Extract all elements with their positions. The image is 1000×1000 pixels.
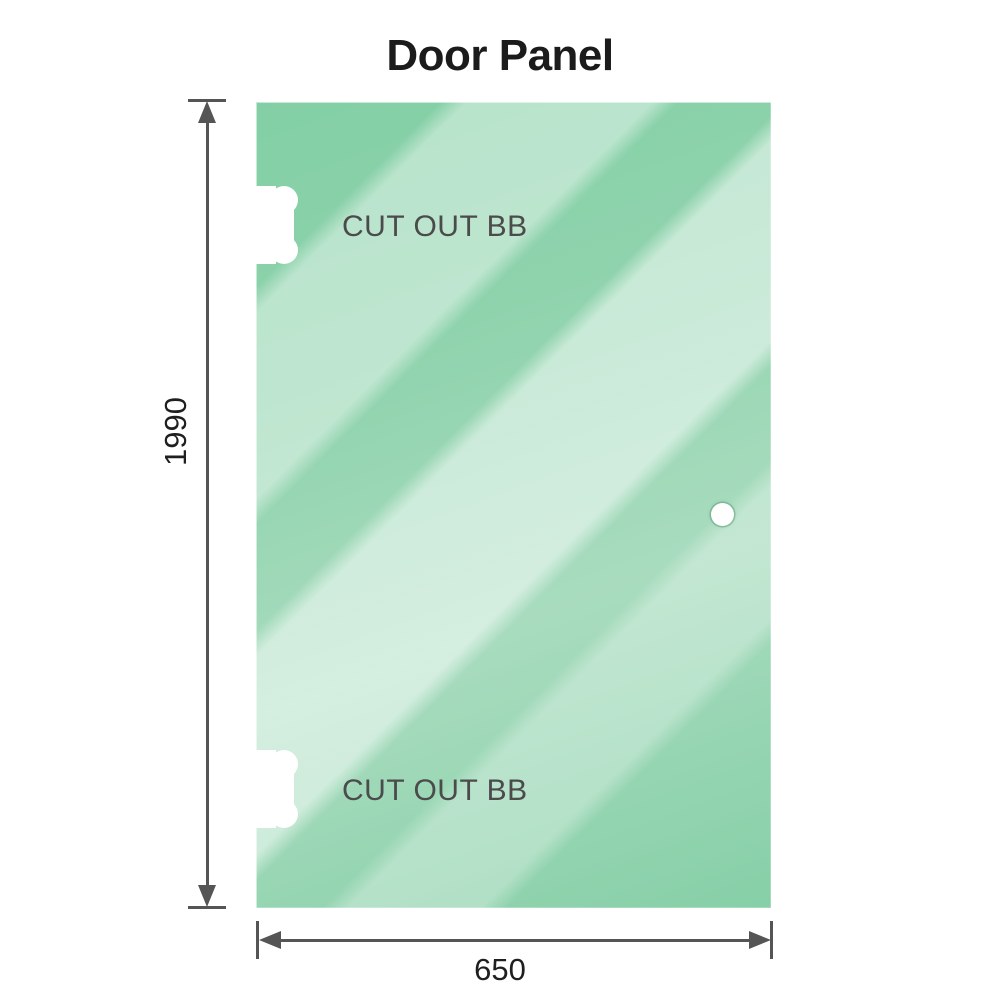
cutout-upper-lobe-bottom [270,236,298,264]
height-dimension-line [206,110,209,898]
height-extension-tick-top [188,99,226,102]
cutout-upper-label: CUT OUT BB [342,210,528,243]
cutout-upper [254,186,298,264]
cutout-lower-lobe-top [270,750,298,778]
cutout-lower [254,750,298,828]
door-panel: CUT OUT BB CUT OUT BB [254,102,771,908]
cutout-lower-label: CUT OUT BB [342,774,528,807]
width-dimension-line [266,939,763,942]
page-title: Door Panel [386,31,614,80]
cutout-lower-lobe-bottom [270,800,298,828]
glass-surface [256,102,771,908]
width-extension-tick-left [256,921,259,959]
arrow-up-icon [198,101,216,123]
height-extension-tick-bottom [188,906,226,909]
height-dimension-label: 1990 [158,397,193,466]
arrow-down-icon [198,885,216,907]
arrow-right-icon [749,931,771,949]
width-dimension-label: 650 [474,952,526,987]
width-extension-tick-right [770,921,773,959]
cutout-upper-lobe-top [270,186,298,214]
handle-hole [711,503,734,526]
arrow-left-icon [259,931,281,949]
